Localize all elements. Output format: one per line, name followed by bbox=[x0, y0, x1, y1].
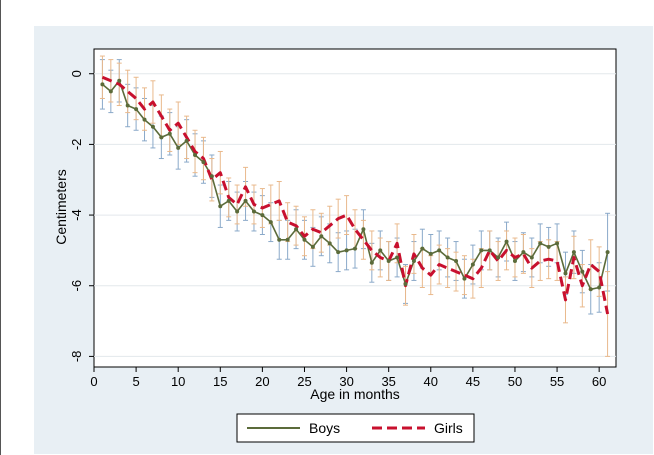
data-point-boys bbox=[386, 259, 391, 263]
data-point-boys bbox=[445, 255, 450, 260]
data-point-boys bbox=[546, 244, 551, 249]
data-point-boys bbox=[420, 246, 425, 251]
data-point-boys bbox=[605, 250, 610, 255]
x-axis: 0 5 10 15 20 25 30 35 40 45 50 55 60 bbox=[90, 367, 606, 389]
data-point-boys bbox=[209, 174, 214, 179]
data-point-boys bbox=[176, 145, 181, 150]
y-axis: 0 -2 -4 -6 -8 bbox=[69, 70, 94, 362]
data-point-boys bbox=[378, 248, 383, 253]
x-tick-label: 35 bbox=[381, 374, 395, 389]
plot-area bbox=[93, 48, 617, 368]
data-point-boys bbox=[142, 117, 147, 122]
data-point-boys bbox=[588, 287, 593, 292]
data-point-boys bbox=[361, 227, 366, 232]
data-point-boys bbox=[302, 237, 307, 242]
data-point-boys bbox=[353, 246, 357, 251]
data-point-boys bbox=[125, 103, 130, 108]
data-point-boys bbox=[428, 251, 433, 256]
x-tick-label: 40 bbox=[424, 374, 438, 389]
y-axis-label: Centimeters bbox=[53, 169, 69, 244]
data-point-boys bbox=[496, 255, 501, 260]
x-tick-label: 15 bbox=[213, 374, 227, 389]
x-tick-label: 5 bbox=[132, 374, 139, 389]
data-point-boys bbox=[268, 220, 273, 225]
x-tick-label: 60 bbox=[592, 374, 606, 389]
data-point-boys bbox=[597, 285, 602, 290]
data-point-boys bbox=[395, 255, 400, 260]
data-point-boys bbox=[201, 160, 206, 165]
y-tick-label: -8 bbox=[69, 351, 84, 363]
data-point-boys bbox=[134, 107, 139, 112]
data-point-boys bbox=[403, 281, 408, 286]
legend: Boys Girls bbox=[236, 413, 475, 443]
y-tick-label: 0 bbox=[69, 70, 84, 77]
data-point-boys bbox=[580, 269, 585, 274]
data-point-boys bbox=[521, 250, 526, 255]
data-point-boys bbox=[285, 237, 290, 242]
legend-label-girls: Girls bbox=[434, 420, 463, 436]
data-point-boys bbox=[479, 248, 484, 253]
data-point-boys bbox=[184, 138, 189, 143]
x-tick-label: 50 bbox=[508, 374, 522, 389]
data-point-boys bbox=[504, 239, 509, 244]
data-point-boys bbox=[260, 213, 265, 218]
data-point-boys bbox=[218, 204, 223, 209]
y-tick-label: -4 bbox=[69, 209, 84, 221]
data-point-boys bbox=[538, 241, 543, 246]
data-point-boys bbox=[294, 227, 299, 232]
data-point-boys bbox=[235, 209, 240, 214]
data-point-boys bbox=[100, 82, 105, 87]
data-point-boys bbox=[117, 78, 122, 83]
data-point-boys bbox=[571, 250, 576, 255]
data-point-boys bbox=[243, 198, 248, 203]
data-point-boys bbox=[487, 248, 492, 253]
data-point-boys bbox=[336, 250, 341, 255]
y-tick-label: -6 bbox=[69, 280, 84, 292]
series-markers bbox=[100, 78, 610, 292]
legend-label-boys: Boys bbox=[309, 420, 340, 436]
data-point-boys bbox=[251, 209, 256, 214]
data-point-boys bbox=[277, 237, 282, 242]
data-point-boys bbox=[193, 153, 198, 157]
data-point-boys bbox=[310, 244, 315, 249]
data-point-boys bbox=[167, 131, 172, 136]
data-point-boys bbox=[437, 248, 442, 253]
data-point-boys bbox=[470, 262, 475, 267]
x-tick-label: 25 bbox=[297, 374, 311, 389]
data-point-boys bbox=[555, 241, 560, 246]
y-tick-label: -2 bbox=[69, 139, 84, 151]
data-point-boys bbox=[108, 89, 113, 94]
series-line-girls bbox=[101, 75, 610, 315]
data-point-boys bbox=[512, 259, 517, 263]
data-point-boys bbox=[344, 248, 349, 253]
x-tick-label: 20 bbox=[255, 374, 269, 389]
x-tick-label: 55 bbox=[550, 374, 564, 389]
data-point-boys bbox=[411, 259, 416, 263]
data-point-boys bbox=[319, 234, 324, 239]
x-tick-label: 0 bbox=[90, 374, 97, 389]
data-point-boys bbox=[462, 276, 467, 281]
data-point-boys bbox=[529, 255, 534, 260]
data-point-boys bbox=[563, 271, 568, 276]
data-point-boys bbox=[327, 241, 332, 246]
x-tick-label: 45 bbox=[466, 374, 480, 389]
data-point-boys bbox=[454, 259, 459, 263]
x-tick-label: 10 bbox=[171, 374, 185, 389]
x-axis-label: Age in months bbox=[310, 386, 400, 402]
x-tick-label: 30 bbox=[339, 374, 353, 389]
data-point-boys bbox=[369, 260, 374, 265]
data-point-boys bbox=[159, 135, 164, 140]
data-point-boys bbox=[226, 198, 231, 203]
data-point-boys bbox=[150, 124, 155, 129]
